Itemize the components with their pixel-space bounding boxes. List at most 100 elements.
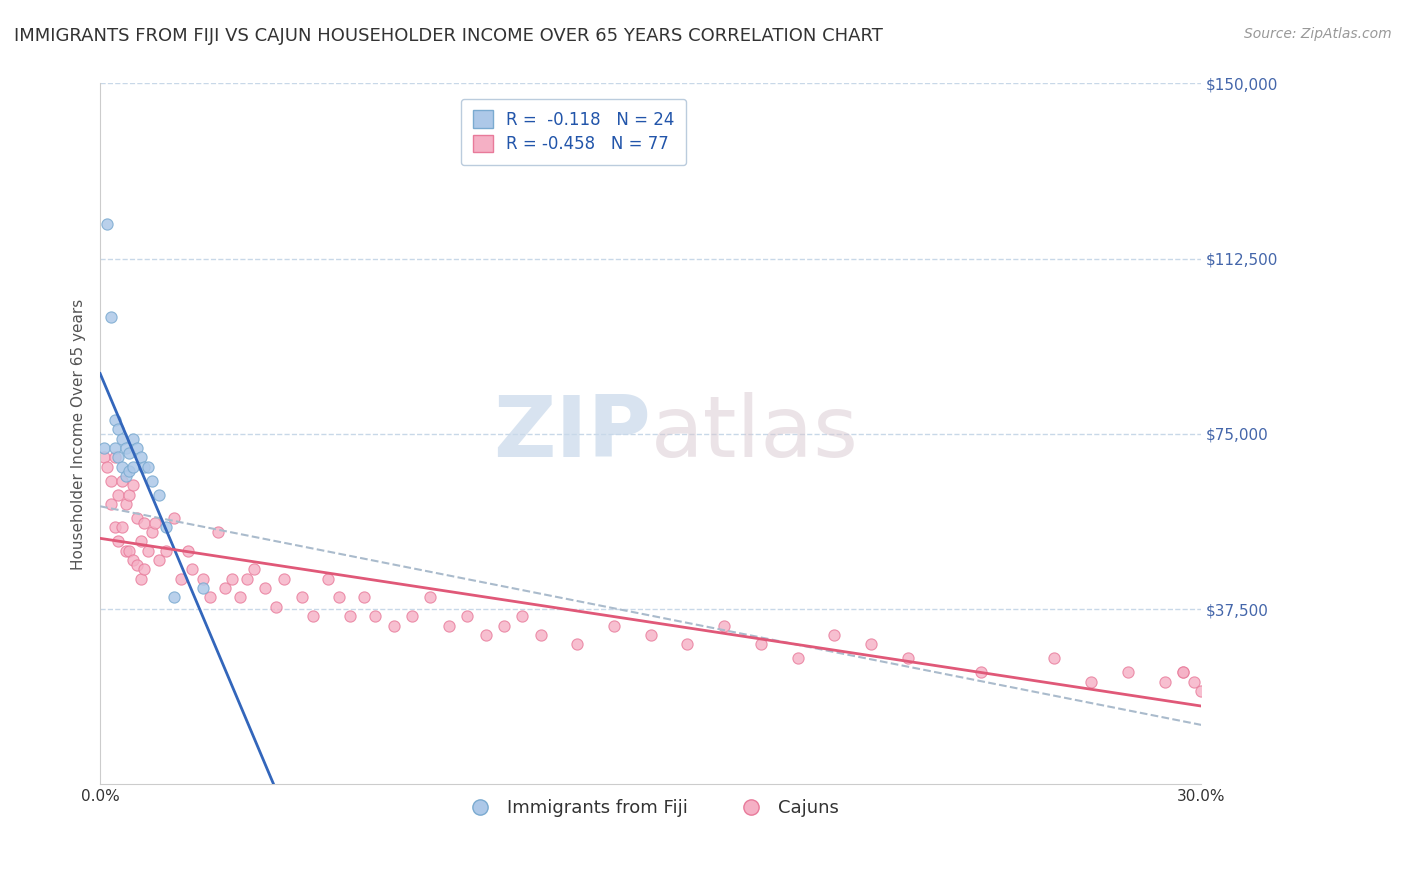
Point	[125, 441, 148, 455]
Point	[786, 651, 808, 665]
Point	[134, 516, 156, 530]
Point	[1189, 684, 1212, 698]
Point	[191, 581, 214, 595]
Point	[118, 445, 141, 459]
Point	[143, 516, 166, 530]
Point	[254, 581, 277, 595]
Point	[107, 488, 129, 502]
Legend: Immigrants from Fiji, Cajuns: Immigrants from Fiji, Cajuns	[456, 792, 846, 824]
Point	[111, 474, 134, 488]
Point	[214, 581, 236, 595]
Point	[93, 441, 115, 455]
Text: IMMIGRANTS FROM FIJI VS CAJUN HOUSEHOLDER INCOME OVER 65 YEARS CORRELATION CHART: IMMIGRANTS FROM FIJI VS CAJUN HOUSEHOLDE…	[14, 27, 883, 45]
Point	[162, 511, 184, 525]
Point	[191, 572, 214, 586]
Point	[114, 469, 136, 483]
Point	[859, 637, 882, 651]
Point	[107, 450, 129, 465]
Point	[266, 599, 288, 614]
Point	[111, 432, 134, 446]
Point	[170, 572, 193, 586]
Point	[125, 511, 148, 525]
Point	[100, 310, 122, 324]
Point	[129, 572, 152, 586]
Point	[567, 637, 589, 651]
Point	[382, 618, 405, 632]
Point	[141, 474, 163, 488]
Point	[302, 609, 325, 624]
Point	[125, 558, 148, 572]
Point	[155, 520, 177, 534]
Point	[713, 618, 735, 632]
Point	[228, 591, 250, 605]
Point	[603, 618, 626, 632]
Point	[162, 591, 184, 605]
Point	[93, 450, 115, 465]
Point	[104, 413, 127, 427]
Point	[136, 459, 159, 474]
Point	[243, 562, 266, 576]
Point	[136, 543, 159, 558]
Text: Source: ZipAtlas.com: Source: ZipAtlas.com	[1244, 27, 1392, 41]
Point	[273, 572, 295, 586]
Point	[970, 665, 993, 680]
Point	[401, 609, 423, 624]
Point	[122, 553, 145, 567]
Point	[328, 591, 350, 605]
Point	[510, 609, 533, 624]
Point	[676, 637, 699, 651]
Point	[456, 609, 478, 624]
Point	[177, 543, 200, 558]
Point	[104, 441, 127, 455]
Point	[118, 464, 141, 478]
Text: atlas: atlas	[651, 392, 859, 475]
Point	[200, 591, 222, 605]
Point	[291, 591, 314, 605]
Text: ZIP: ZIP	[494, 392, 651, 475]
Point	[96, 217, 118, 231]
Point	[107, 422, 129, 436]
Point	[364, 609, 387, 624]
Point	[529, 628, 551, 642]
Point	[107, 534, 129, 549]
Point	[221, 572, 243, 586]
Point	[104, 450, 127, 465]
Point	[1153, 674, 1175, 689]
Point	[1116, 665, 1139, 680]
Point	[111, 520, 134, 534]
Point	[114, 497, 136, 511]
Point	[339, 609, 361, 624]
Point	[114, 543, 136, 558]
Point	[236, 572, 259, 586]
Point	[437, 618, 460, 632]
Point	[148, 553, 170, 567]
Point	[823, 628, 845, 642]
Point	[122, 478, 145, 492]
Y-axis label: Householder Income Over 65 years: Householder Income Over 65 years	[72, 298, 86, 570]
Point	[1043, 651, 1066, 665]
Point	[492, 618, 515, 632]
Point	[100, 474, 122, 488]
Point	[1080, 674, 1102, 689]
Point	[96, 459, 118, 474]
Point	[129, 450, 152, 465]
Point	[353, 591, 375, 605]
Point	[1182, 674, 1205, 689]
Point	[419, 591, 441, 605]
Point	[316, 572, 339, 586]
Point	[148, 488, 170, 502]
Point	[118, 488, 141, 502]
Point	[134, 459, 156, 474]
Point	[104, 520, 127, 534]
Point	[111, 459, 134, 474]
Point	[1171, 665, 1194, 680]
Point	[1171, 665, 1194, 680]
Point	[155, 543, 177, 558]
Point	[122, 459, 145, 474]
Point	[114, 441, 136, 455]
Point	[129, 534, 152, 549]
Point	[640, 628, 662, 642]
Point	[749, 637, 772, 651]
Point	[134, 562, 156, 576]
Point	[118, 543, 141, 558]
